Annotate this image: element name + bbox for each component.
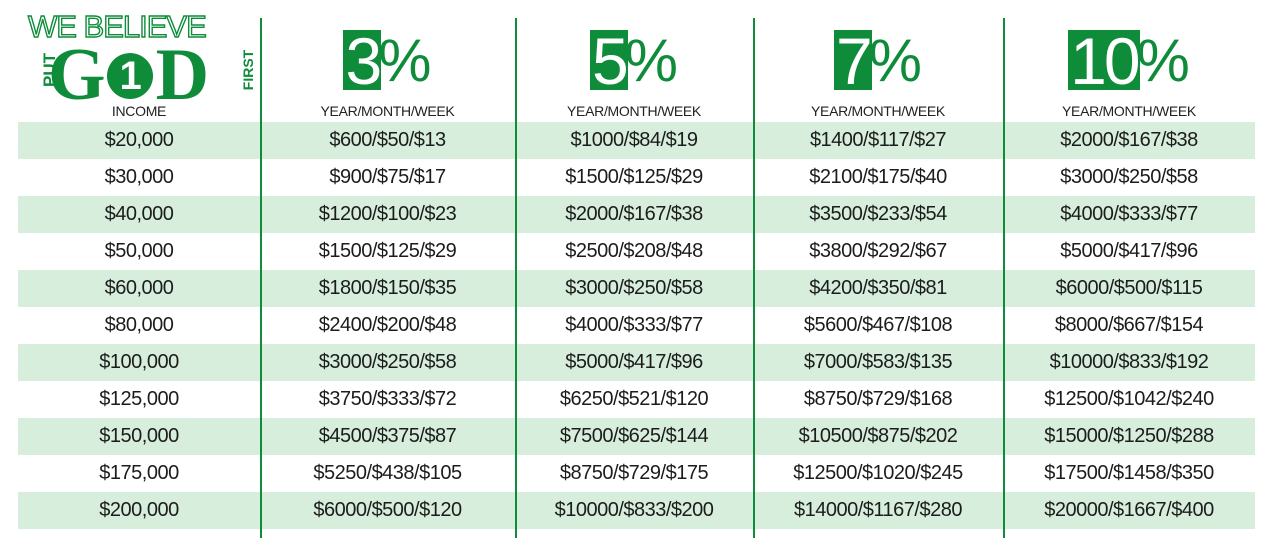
rate-5-cell: $4000/$333/$77	[565, 314, 703, 336]
logo-god-circle-one: 1	[106, 53, 153, 99]
rate-7-cell: $4200/$350/$81	[809, 277, 947, 299]
table-row: $175,000 $5250/$438/$105 $8750/$729/$175…	[18, 455, 1255, 492]
column-divider	[1003, 18, 1005, 538]
rate-subheader: YEAR/MONTH/WEEK	[811, 103, 945, 119]
header-3-percent: 3% YEAR/MONTH/WEEK	[260, 0, 515, 122]
column-divider	[260, 18, 262, 538]
rate-5-cell: $6250/$521/$120	[559, 388, 709, 410]
table-row: $20,000 $600/$50/$13 $1000/$84/$19 $1400…	[18, 122, 1255, 159]
rate-subheader: YEAR/MONTH/WEEK	[1062, 103, 1196, 119]
rate-3-cell: $3750/$333/$72	[318, 388, 457, 410]
rate-10-cell: $3000/$250/$58	[1060, 166, 1198, 188]
rate-7-cell: $12500/$1020/$245	[793, 462, 963, 484]
column-divider	[753, 18, 755, 538]
rate-10-cell: $8000/$667/$154	[1054, 314, 1204, 336]
rate-7-cell: $8750/$729/$168	[803, 388, 953, 410]
rate-subheader: YEAR/MONTH/WEEK	[320, 103, 455, 119]
table-row: $40,000 $1200/$100/$23 $2000/$167/$38 $3…	[18, 196, 1255, 233]
income-cell: $60,000	[104, 277, 174, 299]
rate-10-cell: $6000/$500/$115	[1055, 277, 1203, 299]
income-cell: $80,000	[104, 314, 174, 336]
rate-3-cell: $6000/$500/$120	[313, 499, 462, 521]
header-5-percent: 5% YEAR/MONTH/WEEK	[515, 0, 753, 122]
percent-sign: %	[378, 27, 432, 94]
rate-3-cell: $600/$50/$13	[329, 129, 446, 151]
rate-7-cell: $5600/$467/$108	[803, 314, 953, 336]
logo-god-g: G	[48, 34, 106, 116]
rate-5-cell: $8750/$729/$175	[559, 462, 709, 484]
income-cell: $50,000	[104, 240, 174, 262]
header-10-percent: 10% YEAR/MONTH/WEEK	[1003, 0, 1255, 122]
rate-3-cell: $1800/$150/$35	[318, 277, 457, 299]
rate-10-cell: $20000/$1667/$400	[1044, 499, 1214, 521]
rate-5-cell: $10000/$833/$200	[554, 499, 714, 521]
table-row: $150,000 $4500/$375/$87 $7500/$625/$144 …	[18, 418, 1255, 455]
rate-number: 3	[343, 24, 382, 98]
income-cell: $40,000	[104, 203, 174, 225]
rate-7-cell: $7000/$583/$135	[803, 351, 953, 373]
income-header-label: INCOME	[111, 103, 167, 119]
income-cell: $200,000	[99, 499, 179, 521]
logo-god-d: D	[155, 34, 209, 116]
rate-10-cell: $5000/$417/$96	[1060, 240, 1198, 262]
rate-3-cell: $5250/$438/$105	[313, 462, 462, 484]
table-row: $30,000 $900/$75/$17 $1500/$125/$29 $210…	[18, 159, 1255, 196]
rate-3-cell: $900/$75/$17	[329, 166, 446, 188]
rate-10-title: 10%	[1003, 24, 1255, 98]
rate-3-cell: $2400/$200/$48	[318, 314, 457, 336]
rate-7-cell: $1400/$117/$27	[809, 129, 947, 151]
income-cell: $100,000	[99, 351, 179, 373]
rate-3-title: 3%	[260, 24, 515, 98]
percent-sign: %	[868, 27, 923, 94]
table-row: $60,000 $1800/$150/$35 $3000/$250/$58 $4…	[18, 270, 1255, 307]
rate-7-cell: $3500/$233/$54	[809, 203, 947, 225]
rate-10-cell: $12500/$1042/$240	[1044, 388, 1214, 410]
rate-number: 10	[1068, 24, 1141, 98]
rate-5-cell: $2500/$208/$48	[565, 240, 703, 262]
rate-5-cell: $1500/$125/$29	[565, 166, 703, 188]
table-row: $125,000 $3750/$333/$72 $6250/$521/$120 …	[18, 381, 1255, 418]
tithe-table-body: $20,000 $600/$50/$13 $1000/$84/$19 $1400…	[18, 122, 1255, 529]
rate-number: 7	[833, 24, 873, 98]
percent-sign: %	[1136, 27, 1190, 94]
rate-10-cell: $2000/$167/$38	[1060, 129, 1198, 151]
rate-3-cell: $1500/$125/$29	[318, 240, 457, 262]
income-cell: $20,000	[104, 129, 174, 151]
header-7-percent: 7% YEAR/MONTH/WEEK	[753, 0, 1003, 122]
rate-subheader: YEAR/MONTH/WEEK	[567, 103, 701, 119]
rate-10-cell: $10000/$833/$192	[1049, 351, 1209, 373]
income-cell: $125,000	[99, 388, 179, 410]
rate-5-cell: $2000/$167/$38	[565, 203, 703, 225]
income-column-header: INCOME	[18, 0, 260, 122]
income-cell: $30,000	[104, 166, 174, 188]
rate-5-cell: $5000/$417/$96	[565, 351, 703, 373]
rate-5-title: 5%	[515, 24, 753, 98]
rate-3-cell: $4500/$375/$87	[318, 425, 457, 447]
rate-7-cell: $14000/$1167/$280	[794, 499, 962, 521]
percent-sign: %	[624, 27, 679, 94]
rate-7-cell: $3800/$292/$67	[809, 240, 947, 262]
table-row: $80,000 $2400/$200/$48 $4000/$333/$77 $5…	[18, 307, 1255, 344]
rate-7-title: 7%	[753, 24, 1003, 98]
rate-5-cell: $1000/$84/$19	[570, 129, 698, 151]
rate-7-cell: $2100/$175/$40	[809, 166, 947, 188]
rate-7-cell: $10500/$875/$202	[798, 425, 958, 447]
rate-10-cell: $4000/$333/$77	[1060, 203, 1198, 225]
rate-3-cell: $1200/$100/$23	[318, 203, 457, 225]
rate-10-cell: $17500/$1458/$350	[1044, 462, 1214, 484]
income-cell: $175,000	[99, 462, 179, 484]
rate-3-cell: $3000/$250/$58	[318, 351, 457, 373]
income-cell: $150,000	[99, 425, 179, 447]
table-row: $200,000 $6000/$500/$120 $10000/$833/$20…	[18, 492, 1255, 529]
rate-10-cell: $15000/$1250/$288	[1044, 425, 1214, 447]
table-row: $100,000 $3000/$250/$58 $5000/$417/$96 $…	[18, 344, 1255, 381]
column-divider	[515, 18, 517, 538]
table-row: $50,000 $1500/$125/$29 $2500/$208/$48 $3…	[18, 233, 1255, 270]
rate-5-cell: $3000/$250/$58	[565, 277, 703, 299]
logo-we-believe: WE BELIEVE	[27, 9, 207, 44]
rate-number: 5	[589, 24, 629, 98]
rate-5-cell: $7500/$625/$144	[559, 425, 709, 447]
